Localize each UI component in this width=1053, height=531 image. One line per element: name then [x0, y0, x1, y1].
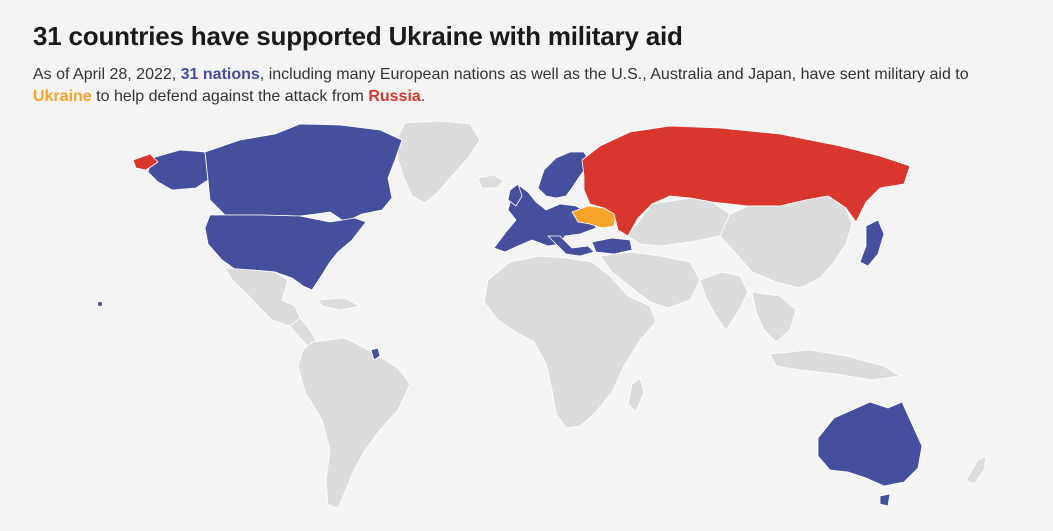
country-iceland: [477, 174, 505, 189]
region-middle-east: [599, 251, 701, 309]
country-russia-chukotka: [132, 153, 159, 171]
region-africa: [483, 255, 657, 429]
country-turkey: [591, 237, 633, 255]
region-south-america: [297, 337, 411, 509]
region-southern-europe: [547, 235, 595, 257]
subtitle: As of April 28, 2022, 31 nations, includ…: [33, 64, 1023, 108]
country-usa: [204, 214, 367, 291]
subtitle-text: As of April 28, 2022,: [33, 66, 181, 83]
region-southeast-asia: [751, 291, 797, 343]
region-indonesia: [769, 349, 901, 381]
country-australia-tasmania: [879, 493, 891, 507]
country-madagascar: [627, 377, 645, 413]
subtitle-text: , including many European nations as wel…: [259, 66, 969, 83]
nations-highlight: 31 nations: [180, 66, 260, 83]
country-french-guiana: [370, 347, 381, 361]
header: 31 countries have supported Ukraine with…: [33, 18, 1023, 108]
page-title: 31 countries have supported Ukraine with…: [33, 21, 683, 51]
region-caribbean: [317, 297, 361, 311]
world-map: [0, 118, 1053, 531]
world-map-svg: [97, 120, 987, 509]
country-japan: [859, 219, 885, 267]
country-ukraine: [571, 205, 617, 229]
country-greenland: [395, 120, 481, 204]
country-canada: [204, 123, 403, 223]
ukraine-highlight: Ukraine: [33, 88, 92, 105]
region-east-asia: [719, 195, 853, 289]
subtitle-text: .: [420, 88, 426, 105]
country-usa-alaska: [147, 149, 209, 191]
russia-highlight: Russia: [368, 88, 421, 105]
country-usa-hawaii: [97, 301, 103, 307]
country-uk: [507, 183, 523, 207]
region-europe-west: [493, 185, 597, 253]
country-new-zealand: [965, 455, 987, 485]
country-australia: [817, 401, 923, 487]
region-scandinavia: [537, 151, 591, 199]
subtitle-text: to help defend against the attack from: [91, 88, 369, 105]
region-south-asia: [699, 271, 749, 331]
